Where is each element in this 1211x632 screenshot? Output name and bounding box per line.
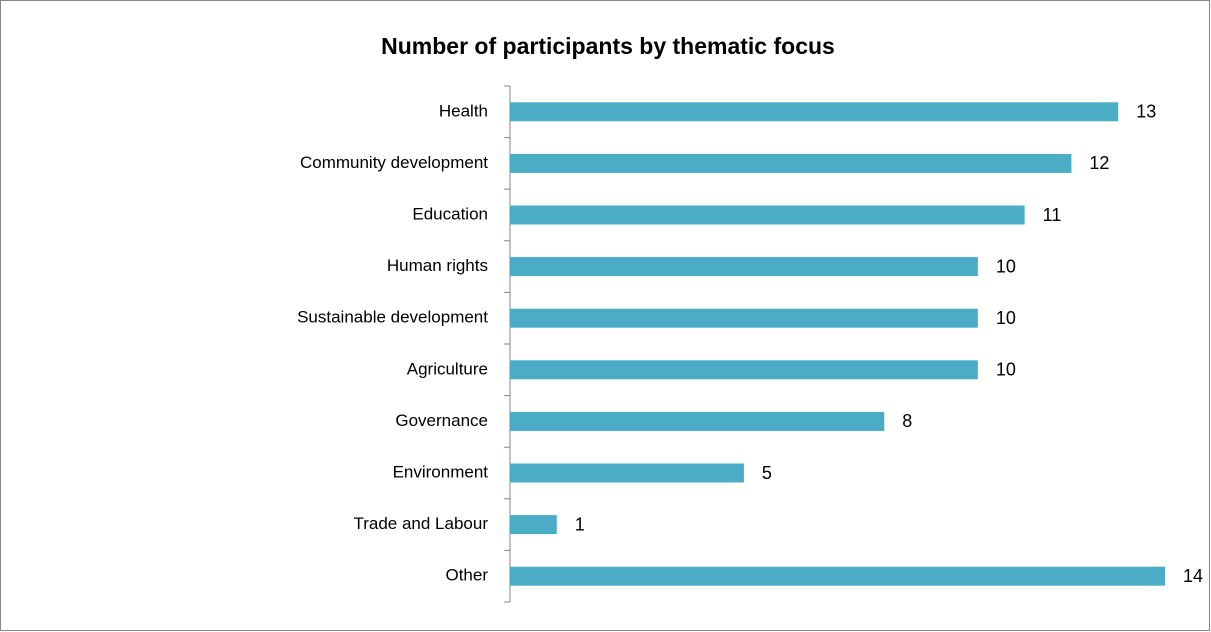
- category-label: Health: [439, 101, 488, 120]
- category-label: Agriculture: [407, 359, 488, 378]
- category-label: Sustainable development: [297, 308, 488, 327]
- value-label: 5: [762, 463, 772, 483]
- category-label: Education: [412, 204, 488, 223]
- category-label: Community development: [300, 153, 488, 172]
- category-label: Human rights: [387, 256, 488, 275]
- bar: [510, 205, 1025, 225]
- bar: [510, 515, 557, 535]
- bar: [510, 308, 978, 328]
- value-label: 10: [996, 256, 1016, 276]
- value-label: 1: [575, 514, 585, 534]
- category-label: Trade and Labour: [353, 514, 488, 533]
- bar: [510, 360, 978, 380]
- bar: [510, 257, 978, 277]
- value-label: 11: [1043, 205, 1062, 225]
- bar: [510, 102, 1119, 122]
- category-label: Other: [445, 566, 488, 585]
- category-label: Governance: [395, 411, 488, 430]
- value-label: 10: [996, 360, 1016, 380]
- value-label: 12: [1089, 153, 1109, 173]
- value-label: 10: [996, 308, 1016, 328]
- chart-title: Number of participants by thematic focus: [381, 33, 835, 59]
- value-label: 13: [1136, 102, 1156, 122]
- bar: [510, 153, 1072, 173]
- bar: [510, 411, 885, 431]
- bar: [510, 566, 1165, 586]
- category-label: Environment: [393, 462, 489, 481]
- value-label: 14: [1183, 566, 1203, 586]
- bar: [510, 463, 744, 483]
- value-label: 8: [902, 411, 912, 431]
